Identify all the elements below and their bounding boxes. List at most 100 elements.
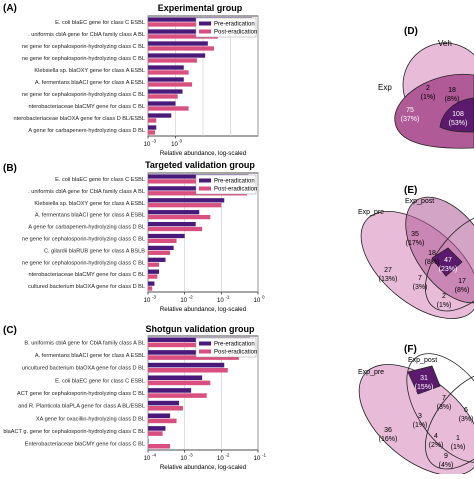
venn-f-set-post bbox=[406, 353, 474, 463]
venn-e-region-count: 35 bbox=[411, 231, 419, 238]
panel-a-label: (A) bbox=[3, 3, 17, 14]
bar-post-eradication bbox=[148, 106, 189, 111]
tick-label-base: 10 bbox=[180, 298, 187, 304]
panel-c-title: Shotgun validation group bbox=[146, 324, 255, 334]
legend-label: Post-eradication bbox=[214, 187, 257, 193]
venn-f-set-label-post: Exp_post bbox=[408, 357, 437, 364]
venn-e-region-count: 17 bbox=[458, 278, 466, 285]
legend-swatch bbox=[199, 341, 211, 346]
tick-label-base: 10 bbox=[217, 456, 224, 462]
legend-swatch bbox=[199, 186, 211, 191]
venn-d-set-label-veh: Veh bbox=[438, 39, 452, 48]
category-label: . uniformis cblA gene for CblA family cl… bbox=[28, 32, 145, 38]
bar-post-eradication bbox=[148, 118, 157, 123]
x-axis-label: Relative abundance, log-scaled bbox=[160, 150, 247, 157]
venn-e-set-c bbox=[424, 212, 474, 312]
panel-a-title: Experimental group bbox=[158, 3, 243, 13]
tick-label-base: 10 bbox=[144, 298, 151, 304]
bar-post-eradication bbox=[148, 443, 171, 449]
legend-swatch bbox=[199, 349, 211, 354]
venn-d-region-pct: (8%) bbox=[445, 96, 460, 103]
venn-e-set-label-post: Exp_post bbox=[405, 198, 434, 205]
bar-post-eradication bbox=[148, 274, 158, 279]
venn-d-set-label-exp: Exp bbox=[378, 83, 392, 92]
bar-post-eradication bbox=[148, 203, 222, 208]
bar-pre-eradication bbox=[148, 362, 225, 368]
venn-d-region-pct: (37%) bbox=[401, 116, 420, 123]
category-label: Klebsiella sp. blaOXY gene for class A E… bbox=[34, 201, 145, 207]
tick-label-base: 10 bbox=[254, 456, 261, 462]
venn-e-region-pct: (17%) bbox=[406, 240, 425, 247]
bar-pre-eradication bbox=[148, 281, 155, 286]
panel-c-label: (C) bbox=[3, 325, 17, 336]
venn-e-region-pct: (1%) bbox=[437, 302, 452, 309]
panel-b-label: (B) bbox=[3, 163, 17, 174]
venn-e-region-count: 7 bbox=[418, 275, 422, 282]
venn-e-region-pct: (13%) bbox=[379, 276, 398, 283]
bar-pre-eradication bbox=[148, 426, 166, 431]
venn-f-region-count: 6 bbox=[464, 407, 468, 414]
venn-d-region-count: 108 bbox=[452, 111, 464, 118]
venn-e-region-count: 18 bbox=[428, 250, 436, 257]
venn-f-region-pct: (4%) bbox=[439, 462, 454, 469]
tick-label-exponent: -4 bbox=[152, 453, 157, 458]
venn-d-region-pct: (53%) bbox=[449, 120, 468, 127]
category-label: E. coli blaEC gene for class C ESBL bbox=[55, 378, 145, 384]
venn-f-region-count: 36 bbox=[384, 427, 392, 434]
tick-label-base: 10 bbox=[144, 456, 151, 462]
venn-f-region-count: 31 bbox=[420, 375, 428, 382]
category-label: C. gilardii blaRUB gene for class A BSLB bbox=[44, 248, 145, 254]
bar-post-eradication bbox=[148, 355, 239, 360]
category-label: A. fermentans blaACI gene for class A ES… bbox=[35, 213, 145, 219]
legend-swatch bbox=[199, 178, 211, 183]
bar-post-eradication bbox=[148, 431, 163, 436]
category-label: ne gene for cephalosporin-hydrolyzing cl… bbox=[22, 56, 145, 62]
venn-d: (D) Veh Exp 2 (1%) 18 (8%) 75 (37%) 108 … bbox=[378, 26, 474, 149]
bar-pre-eradication bbox=[148, 245, 174, 251]
panel-b-title: Targeted validation group bbox=[145, 160, 255, 170]
bar-pre-eradication bbox=[148, 350, 233, 355]
venn-f-label: (F) bbox=[404, 344, 417, 355]
tick-label-exponent: -1 bbox=[225, 295, 230, 300]
bar-post-eradication bbox=[148, 34, 218, 39]
bar-post-eradication bbox=[148, 250, 171, 255]
bar-pre-eradication bbox=[148, 413, 171, 419]
venn-f-region-count: 4 bbox=[434, 433, 438, 440]
legend-label: Post-eradication bbox=[214, 30, 257, 36]
bar-pre-eradication bbox=[148, 89, 183, 94]
category-label: E. coli blaEC gene for class C ESBL bbox=[55, 177, 145, 183]
bar-pre-eradication bbox=[148, 210, 200, 215]
venn-e-region-count: 2 bbox=[442, 293, 446, 300]
venn-f-region-pct: (3%) bbox=[437, 404, 452, 411]
legend-label: Pre-eradication bbox=[214, 22, 255, 28]
venn-f: (F) Exp_post Exp_pre 31 (15%) 7 (3%) 6 (… bbox=[358, 344, 474, 476]
venn-f-region-count: 1 bbox=[456, 435, 460, 442]
venn-e-label: (E) bbox=[404, 185, 417, 196]
category-label: ne gene for cephalosporin-hydrolyzing cl… bbox=[22, 92, 145, 98]
category-label: cultured bacterium blaOXA gene for class… bbox=[28, 284, 145, 290]
bar-post-eradication bbox=[148, 380, 211, 386]
venn-e-region-pct: (3%) bbox=[413, 284, 428, 291]
bar-pre-eradication bbox=[148, 77, 184, 82]
tick-label-exponent: -3 bbox=[189, 453, 194, 458]
category-label: A. fermentans blaACI gene for class A ES… bbox=[35, 80, 145, 86]
venn-d-overlap bbox=[439, 97, 474, 133]
category-label: ne gene for cephalosporin-hydrolyzing cl… bbox=[22, 236, 145, 242]
category-label: A. fermentans blaACI gene for class A ES… bbox=[35, 353, 145, 359]
category-label: ACT gene for cephalosporin-hydrolyzing c… bbox=[17, 391, 145, 397]
panel-a: (A) Experimental group E. coli blaEC gen… bbox=[3, 3, 259, 157]
tick-label-base: 10 bbox=[254, 298, 261, 304]
tick-label-base: 10 bbox=[180, 456, 187, 462]
panel-b: (B) Targeted validation group E. coli bl… bbox=[3, 160, 265, 313]
category-label: nterobacteriaceae blaCMY gene for class … bbox=[29, 272, 146, 278]
bar-pre-eradication bbox=[148, 186, 239, 191]
venn-f-region-pct: (1%) bbox=[451, 444, 466, 451]
tick-label-exponent: -1 bbox=[262, 453, 267, 458]
legend-swatch bbox=[199, 29, 211, 34]
bar-pre-eradication bbox=[148, 29, 223, 34]
category-label: Enterobacteriaceae blaCMY gene for class… bbox=[25, 442, 145, 448]
venn-d-region-count: 75 bbox=[406, 107, 414, 114]
tick-label-exponent: -2 bbox=[189, 295, 194, 300]
bar-post-eradication bbox=[148, 405, 183, 411]
venn-f-region-count: 9 bbox=[444, 453, 448, 460]
